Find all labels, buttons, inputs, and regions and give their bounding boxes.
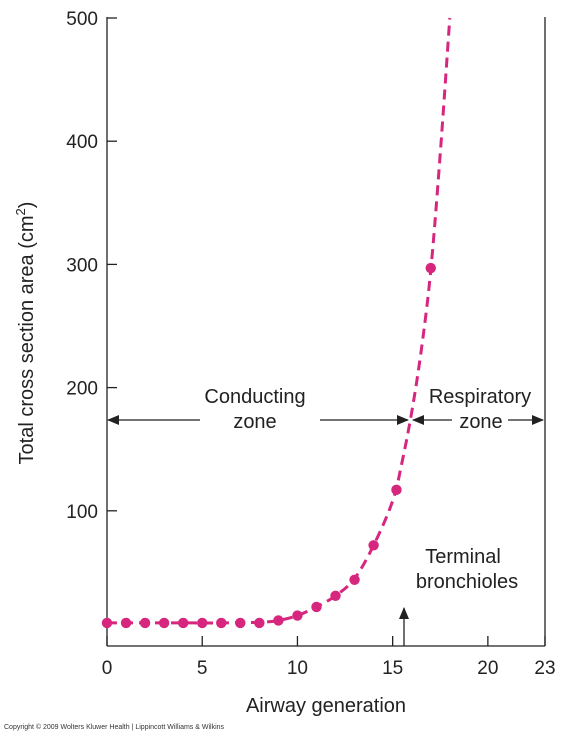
x-tick-label: 10 [287,658,308,679]
x-tick-label: 15 [382,658,403,679]
respiratory-zone-label-line1: Respiratory [429,386,531,408]
data-point [235,617,246,629]
x-axis-label: Airway generation [246,695,406,717]
y-tick-label: 500 [66,9,98,30]
data-point [197,617,208,629]
y-tick-label: 100 [66,502,98,523]
conducting-zone-label-line2: zone [233,411,276,433]
data-point [273,615,284,626]
data-point [254,617,265,629]
x-tick-label: 23 [534,658,555,679]
terminal-bronchioles-label-line1: Terminal [425,546,501,568]
plot-area [101,17,452,629]
data-point [158,617,170,629]
axes [106,17,546,647]
terminal-bronchioles-label-line2: bronchioles [416,571,518,593]
data-point [120,617,132,629]
conducting-zone-label-line1: Conducting [204,386,305,408]
data-point [330,590,341,602]
x-ticks: 0 5 10 15 20 23 [102,636,556,679]
y-axis-label-superscript: 2 [13,208,28,215]
data-point [391,484,402,496]
series-curve [107,17,452,625]
data-point [425,262,436,274]
x-tick-label: 20 [477,658,498,679]
data-point [292,610,303,621]
y-ticks: 100 200 300 400 500 [66,9,117,523]
y-tick-label: 200 [66,379,98,400]
respiratory-zone-label-line2: zone [459,411,502,433]
y-axis-label-close: ) [16,202,38,209]
y-tick-label: 300 [66,255,98,276]
x-tick-label: 5 [197,658,208,679]
data-point [139,617,151,629]
data-point [368,540,379,551]
series-points [101,262,436,629]
data-point [216,617,227,629]
annotations: Conducting zone Respiratory zone Termina… [107,386,544,646]
data-point [177,617,189,629]
copyright-text: Copyright © 2009 Wolters Kluwer Health |… [4,724,225,731]
data-point [349,574,360,585]
x-tick-label: 0 [102,658,113,679]
data-point [311,601,322,613]
y-axis-label: Total cross section area (cm2) [13,202,38,465]
data-point [101,617,113,629]
y-tick-label: 400 [66,132,98,153]
y-axis-label-main: Total cross section area (cm [16,215,38,464]
